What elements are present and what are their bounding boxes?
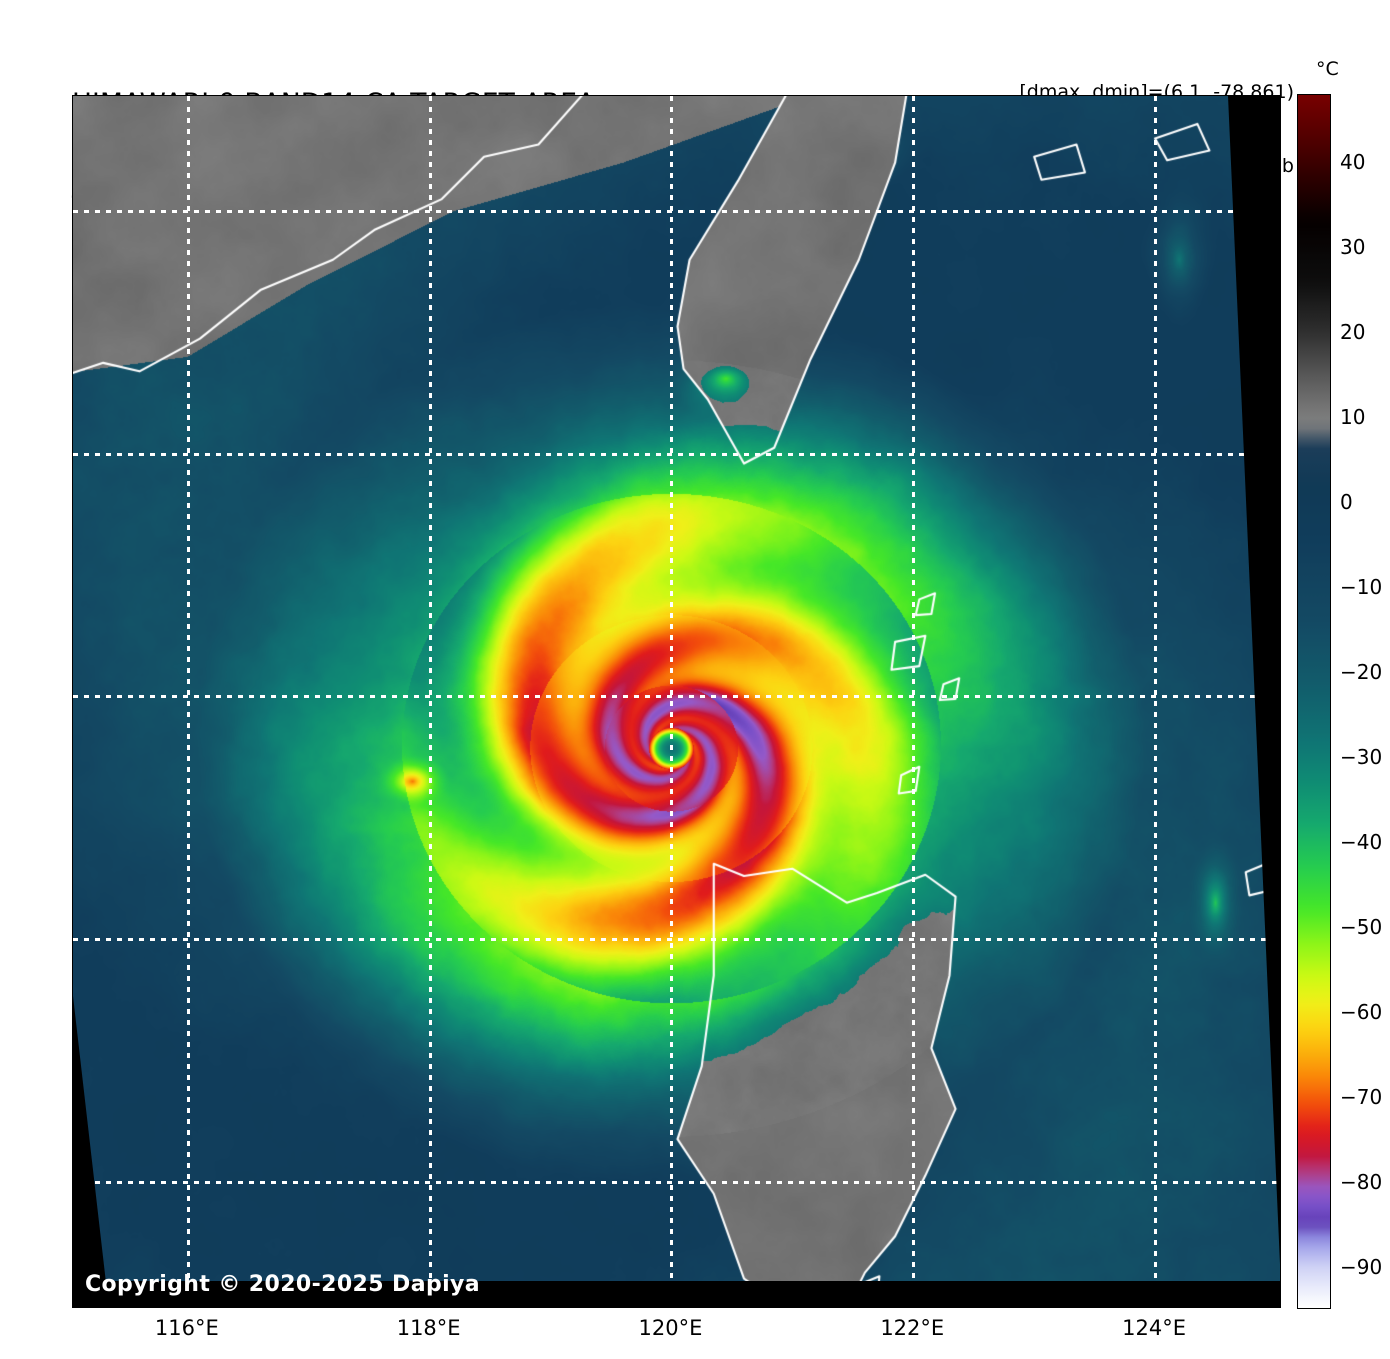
projection-mask-left (73, 996, 109, 1307)
colorbar-gradient (1298, 95, 1330, 1308)
colorbar-tick: −30 (1340, 744, 1383, 769)
colorbar-tick: −70 (1340, 1084, 1383, 1109)
colorbar (1297, 94, 1331, 1309)
satellite-image-plot[interactable]: Copyright © 2020-2025 Dapiya (72, 95, 1281, 1308)
axis-tick-lon: 118°E (396, 1316, 461, 1340)
colorbar-tick: −90 (1340, 1254, 1383, 1279)
colorbar-tick: 0 (1340, 489, 1353, 514)
axis-tick-lon: 120°E (638, 1316, 703, 1340)
colorbar-tick: −20 (1340, 659, 1383, 684)
projection-mask-right (1228, 96, 1280, 1307)
colorbar-tick: −50 (1340, 914, 1383, 939)
projection-edge-mask (73, 96, 1280, 1307)
colorbar-tick: −60 (1340, 999, 1383, 1024)
projection-mask-topright (1253, 96, 1280, 136)
satellite-ir-raster (73, 96, 1280, 1307)
colorbar-tick: 30 (1340, 234, 1366, 259)
colorbar-tick: −80 (1340, 1169, 1383, 1194)
colorbar-tick: 10 (1340, 404, 1366, 429)
colorbar-unit-label: °C (1316, 58, 1339, 80)
colorbar-tick: −40 (1340, 829, 1383, 854)
colorbar-tick: 40 (1340, 149, 1366, 174)
projection-mask-bottom (73, 1281, 1280, 1307)
axis-tick-lon: 122°E (880, 1316, 945, 1340)
axis-tick-lon: 124°E (1122, 1316, 1186, 1340)
copyright-label: Copyright © 2020-2025 Dapiya (85, 1272, 481, 1297)
colorbar-tick: −10 (1340, 574, 1383, 599)
colorbar-tick: 20 (1340, 319, 1366, 344)
axis-tick-lon: 116°E (154, 1316, 219, 1340)
